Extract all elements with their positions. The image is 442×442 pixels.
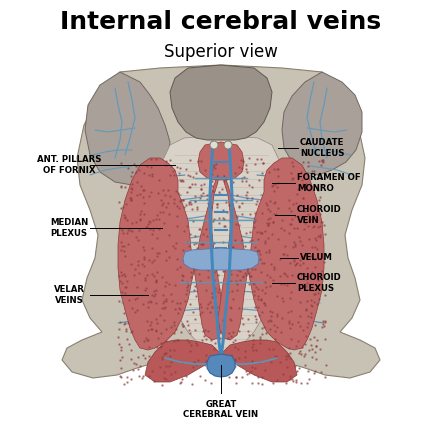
Text: CAUDATE
NUCLEUS: CAUDATE NUCLEUS — [300, 138, 344, 158]
Text: Superior view: Superior view — [164, 43, 278, 61]
Polygon shape — [158, 135, 284, 355]
Circle shape — [210, 141, 218, 149]
Text: CHOROID
PLEXUS: CHOROID PLEXUS — [297, 273, 342, 293]
Polygon shape — [145, 340, 221, 382]
Polygon shape — [198, 142, 244, 180]
Polygon shape — [183, 248, 259, 270]
Polygon shape — [62, 65, 380, 378]
Text: MEDIAN
PLEXUS: MEDIAN PLEXUS — [50, 218, 88, 238]
Text: GREAT
CEREBRAL VEIN: GREAT CEREBRAL VEIN — [183, 400, 259, 419]
Polygon shape — [207, 354, 235, 377]
Polygon shape — [218, 158, 324, 350]
Circle shape — [224, 141, 232, 149]
Polygon shape — [85, 72, 170, 185]
Polygon shape — [221, 340, 297, 382]
Text: FORAMEN OF
MONRO: FORAMEN OF MONRO — [297, 173, 361, 193]
Text: VELAR
VEINS: VELAR VEINS — [53, 285, 84, 305]
Text: CHOROID
VEIN: CHOROID VEIN — [297, 205, 342, 225]
Polygon shape — [118, 158, 224, 350]
Text: ANT. PILLARS
OF FORNIX: ANT. PILLARS OF FORNIX — [37, 155, 101, 175]
Text: VELUM: VELUM — [300, 254, 333, 263]
Polygon shape — [282, 72, 362, 175]
Polygon shape — [170, 65, 272, 140]
Text: Internal cerebral veins: Internal cerebral veins — [61, 10, 381, 34]
